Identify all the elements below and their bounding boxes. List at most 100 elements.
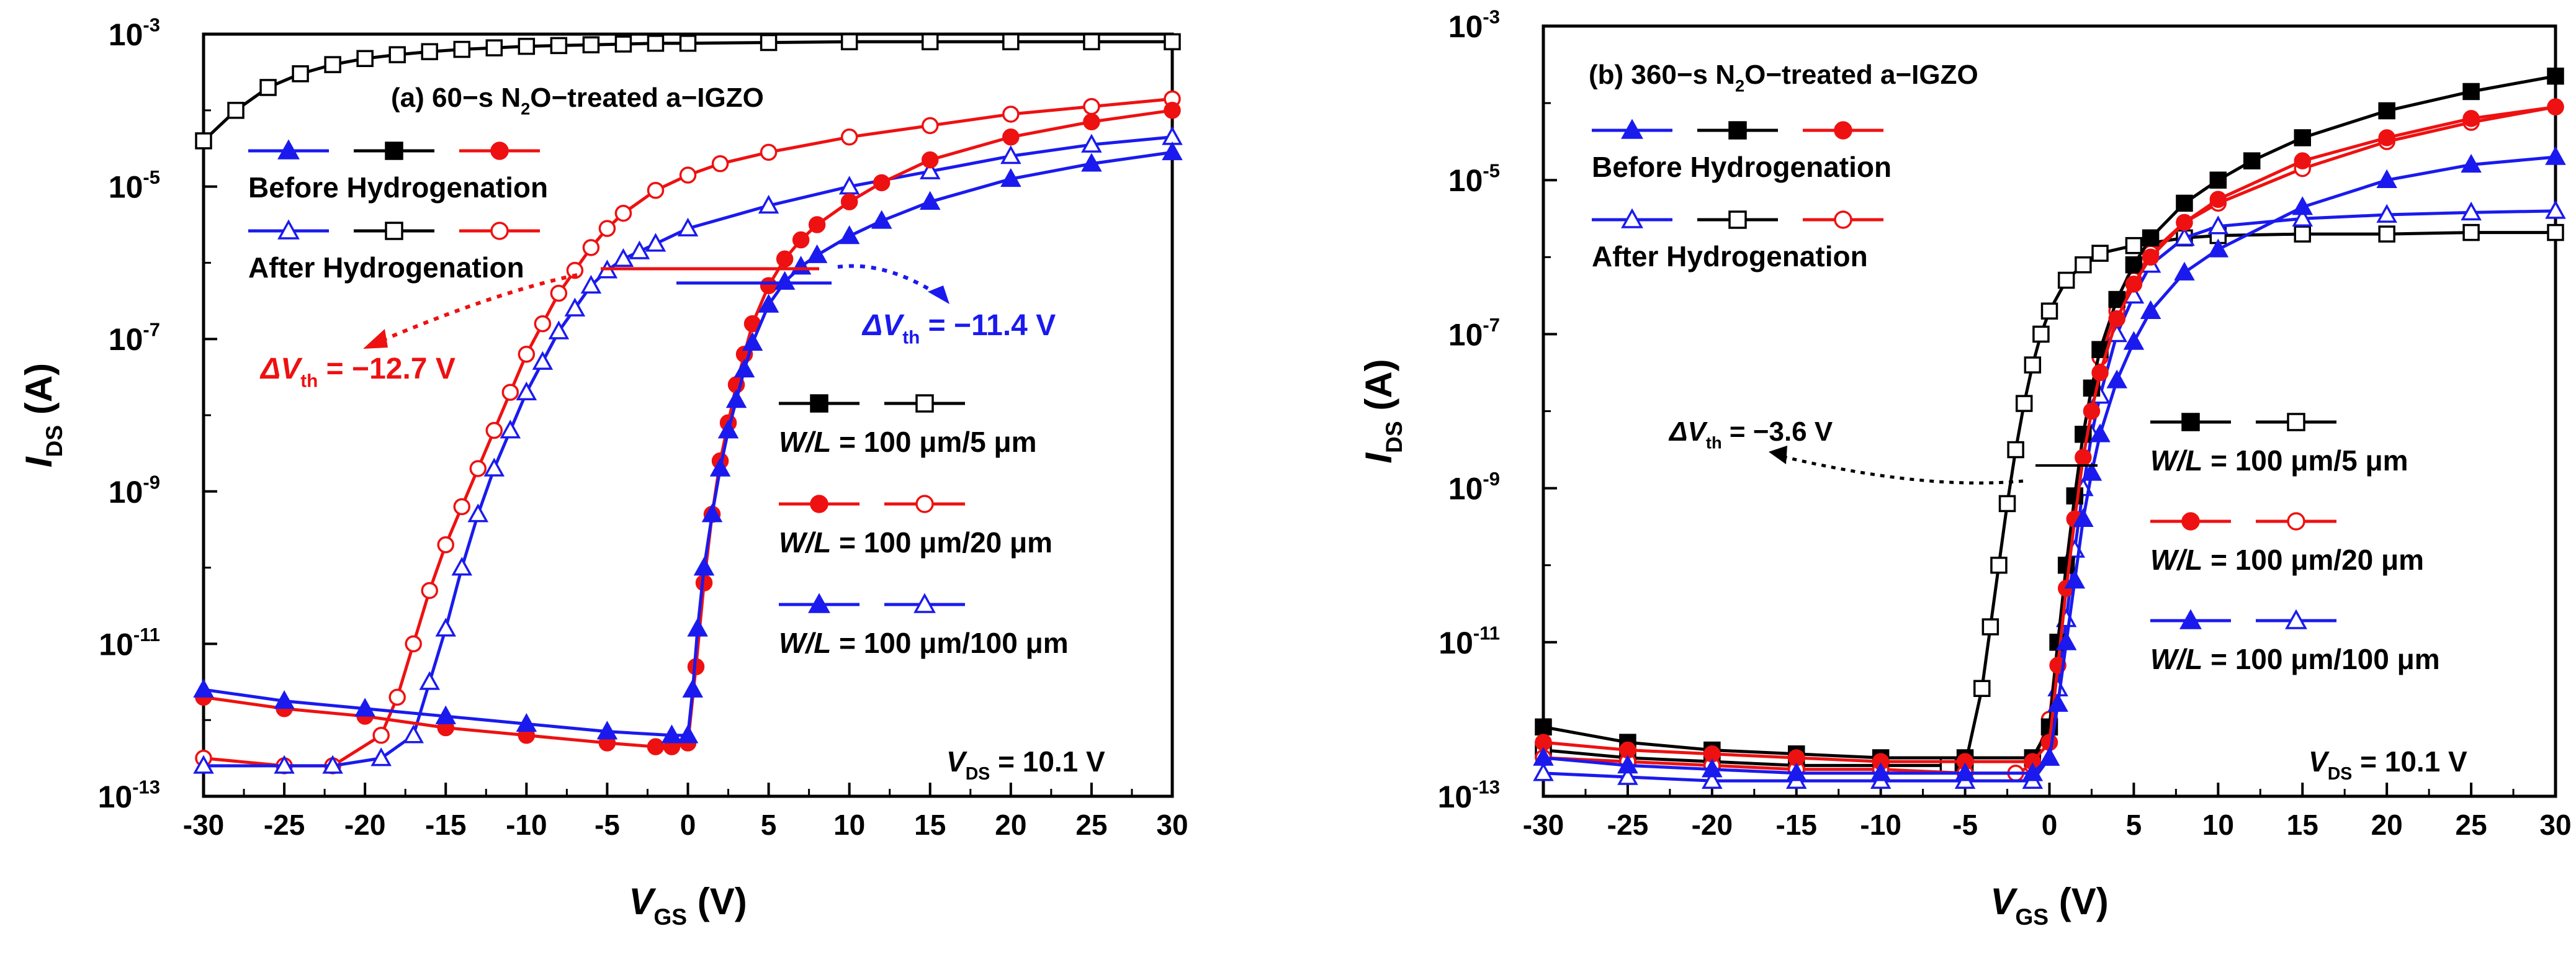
x-tick-label: 10	[2202, 809, 2234, 841]
data-point	[2294, 225, 2311, 243]
data-point	[2075, 449, 2092, 466]
data-point	[2125, 275, 2143, 293]
data-point	[1617, 754, 1638, 774]
x-tick-label: -30	[183, 809, 224, 841]
delta-vth-black-label-part-1: th	[1706, 433, 1722, 452]
y-axis-title-part-0: I	[1358, 452, 1399, 464]
data-point	[2024, 356, 2042, 374]
data-point	[437, 536, 454, 554]
data-point	[2547, 223, 2564, 241]
data-point	[1162, 141, 1183, 161]
data-point	[500, 420, 521, 439]
y-tick-label: 10-9	[1448, 468, 1500, 506]
data-point	[774, 271, 796, 290]
x-tick-label: 25	[1075, 809, 1107, 841]
data-point	[1535, 718, 1552, 736]
data-point	[919, 191, 941, 210]
data-point	[451, 557, 473, 576]
data-point	[1954, 762, 1976, 781]
data-point	[2462, 83, 2480, 101]
data-point	[2462, 110, 2480, 127]
data-point	[647, 34, 665, 52]
y-tick-label-part-1: -9	[1483, 468, 1500, 490]
vds-label-part-0: V	[946, 745, 967, 778]
data-point	[2125, 236, 2143, 254]
data-point	[1083, 97, 1100, 115]
delta-vth-red-label-part-2: = −12.7 V	[318, 353, 456, 385]
series-line	[203, 97, 1173, 768]
y-tick-label-part-1: -3	[143, 14, 160, 36]
data-point	[873, 174, 891, 192]
legend-before-label: Before Hydrogenation	[248, 171, 548, 204]
data-point	[566, 261, 584, 279]
data-point	[661, 724, 683, 744]
x-tick-label: -5	[1952, 809, 1978, 841]
y-tick-label-part-1: -13	[132, 776, 160, 798]
delta-vth-blue-label-part-1: th	[902, 327, 920, 348]
chart-title-part-2: O−treated a−IGZO	[1744, 60, 1978, 90]
plot-frame	[202, 32, 1174, 798]
legend-after-label: After Hydrogenation	[1592, 240, 1868, 272]
wl-legend-label: W/L = 100 μm/20 μm	[779, 526, 1052, 559]
vds-label-part-1: DS	[2328, 764, 2353, 784]
wl-legend-label-part-0: W/L	[779, 627, 831, 659]
series-line	[202, 40, 1172, 142]
x-axis-title-part-0: V	[629, 881, 657, 922]
data-point	[483, 457, 505, 477]
data-point	[2294, 152, 2311, 169]
data-point	[1164, 33, 1181, 51]
data-point	[2066, 487, 2084, 505]
y-tick-label-part-0: 10	[1448, 163, 1483, 198]
y-tick-label: 10-9	[109, 471, 160, 510]
data-point	[259, 79, 277, 96]
legend-marker	[1621, 119, 1643, 139]
legend-marker	[1621, 208, 1643, 228]
y-tick-label: 10-5	[1448, 160, 1500, 199]
delta-vth-blue-label-part-2: = −11.4 V	[920, 309, 1056, 342]
y-tick-label-part-0: 10	[1438, 626, 1473, 660]
x-tick-label: -20	[1692, 809, 1733, 841]
data-point	[693, 557, 715, 576]
x-tick-label: -20	[344, 809, 385, 841]
data-point	[647, 738, 665, 755]
y-tick-label-part-1: -13	[1472, 776, 1500, 798]
vds-label-part-2: = 10.1 V	[990, 745, 1105, 778]
wl-legend-marker	[915, 394, 934, 413]
data-point	[2007, 441, 2024, 459]
data-point	[2176, 194, 2193, 212]
data-point	[2108, 290, 2125, 308]
wl-legend-marker	[810, 495, 828, 513]
wl-legend-marker	[915, 495, 934, 513]
data-point	[1083, 113, 1100, 130]
data-point	[2075, 256, 2092, 274]
chart-title-part-1: 2	[1735, 76, 1744, 95]
data-point	[550, 37, 568, 55]
wl-legend-marker	[2287, 413, 2305, 431]
y-tick-label: 10-11	[1438, 622, 1500, 660]
data-point	[758, 294, 779, 313]
data-point	[582, 36, 600, 53]
wl-legend-label: W/L = 100 μm/100 μm	[779, 627, 1069, 659]
data-point	[193, 678, 214, 698]
x-axis-title-part-2: (V)	[687, 881, 747, 922]
data-point	[919, 160, 941, 179]
x-tick-label: -10	[506, 809, 547, 841]
x-tick-label: 30	[1156, 809, 1188, 841]
data-point	[403, 724, 424, 744]
delta-vth-blue-label-part-0: ΔV	[861, 309, 905, 342]
legend-marker	[490, 142, 509, 160]
data-point	[1785, 762, 1807, 781]
data-point	[419, 671, 441, 690]
data-point	[687, 618, 708, 637]
y-tick-label-part-0: 10	[109, 170, 143, 205]
data-point	[453, 40, 471, 58]
data-point	[840, 128, 858, 146]
data-point	[1081, 153, 1102, 172]
x-tick-label: 30	[2539, 809, 2571, 841]
y-tick-label: 10-13	[1438, 776, 1500, 815]
arrowhead-black	[1769, 446, 1787, 464]
y-tick-label-part-1: -3	[1483, 6, 1500, 28]
data-point	[734, 358, 755, 378]
dashed-arrow-blue	[837, 264, 945, 300]
data-point	[2106, 369, 2128, 389]
